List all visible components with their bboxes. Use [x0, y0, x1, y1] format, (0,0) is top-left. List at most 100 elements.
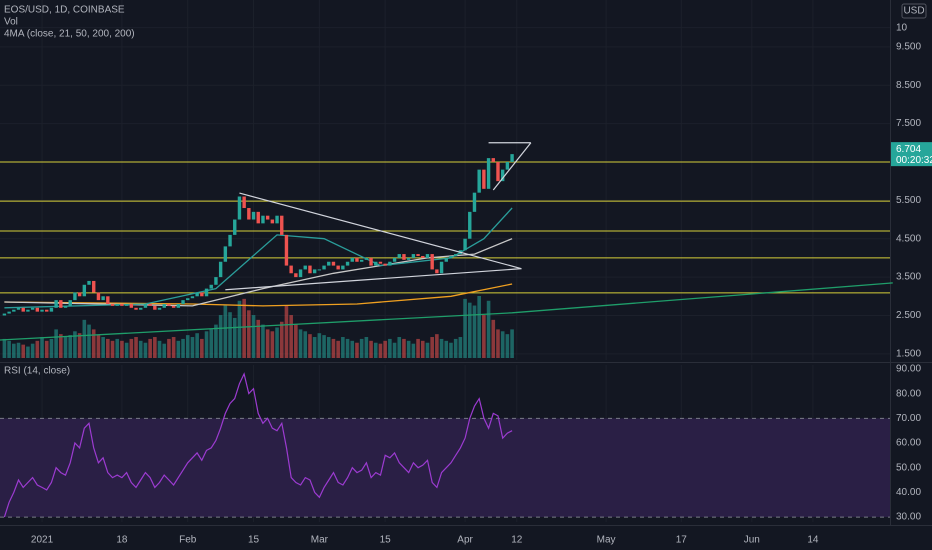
candle-body — [256, 211, 260, 224]
volume-bar — [195, 333, 199, 358]
rsi-tick-label: 80.00 — [896, 388, 921, 399]
candle-body — [482, 169, 486, 189]
back-layer — [0, 161, 893, 518]
x-tick-label: Apr — [457, 535, 473, 546]
volume-bar — [355, 342, 359, 358]
price-tag-value: 6.704 — [896, 144, 921, 155]
candle-body — [16, 307, 21, 310]
candle-body — [463, 238, 467, 251]
candle-body — [500, 169, 505, 182]
candle-body — [251, 211, 256, 220]
candle-body — [303, 265, 307, 270]
volume-bar — [176, 340, 181, 358]
volume-bar — [167, 338, 171, 358]
y-tick-label: 5.500 — [896, 195, 921, 206]
candle-body — [7, 311, 11, 314]
volume-bar — [364, 337, 369, 358]
volume-bar — [200, 338, 204, 358]
x-tick-label: May — [597, 535, 616, 546]
volume-bar — [214, 324, 218, 358]
candle-body — [477, 169, 481, 193]
candle-body — [87, 280, 91, 285]
candle-body — [82, 284, 87, 297]
volume-bar — [369, 340, 373, 358]
volume-bar — [115, 338, 120, 358]
candle-body — [218, 261, 223, 278]
candle-body — [341, 265, 345, 270]
volume-bar — [26, 346, 30, 358]
candle-body — [171, 305, 176, 308]
volume-bar — [331, 338, 336, 358]
volume-bar — [251, 315, 256, 358]
volume-bar — [106, 338, 110, 358]
y-tick-label: 1.500 — [896, 348, 921, 359]
volume-bar — [411, 343, 416, 358]
candle-body — [439, 261, 444, 274]
candle-body — [12, 309, 16, 312]
candle-body — [162, 303, 166, 308]
volume-bar — [209, 329, 214, 358]
x-tick-label: Jun — [744, 535, 760, 546]
candle-body — [96, 292, 101, 301]
candle-body — [435, 269, 439, 274]
volume-bar — [148, 338, 152, 358]
currency-label: USD — [903, 6, 924, 17]
volume-bar — [129, 338, 134, 358]
volume-bar — [63, 337, 68, 358]
y-tick-label: 4.500 — [896, 233, 921, 244]
candle-body — [491, 158, 495, 162]
volume-bar — [341, 337, 345, 358]
rsi-band — [0, 418, 890, 518]
currency-badge[interactable] — [901, 3, 927, 19]
candle-body — [472, 192, 477, 212]
candle-body — [49, 307, 54, 312]
volume-bar — [59, 334, 63, 358]
candle-body — [359, 259, 364, 262]
volume-bar — [425, 342, 430, 358]
volume-bar — [134, 337, 138, 358]
x-tick-label: 15 — [380, 535, 392, 546]
candle-body — [124, 303, 129, 306]
x-tick-label: 12 — [511, 535, 523, 546]
volume-bar — [477, 296, 481, 358]
volume-bar — [449, 342, 453, 358]
trendline — [492, 142, 532, 191]
volume-bar — [49, 338, 54, 358]
candle-body — [397, 254, 401, 258]
volume-bar — [303, 331, 308, 358]
volume-bar — [204, 331, 209, 358]
candle-body — [510, 154, 514, 162]
candle-body — [143, 303, 148, 308]
volume-bar — [322, 335, 326, 358]
volume-bar — [261, 324, 265, 358]
volume-bar — [153, 337, 157, 358]
volume-bar — [298, 329, 303, 358]
volume-bar — [284, 305, 289, 358]
volume-bar — [120, 340, 124, 358]
volume-bar — [453, 338, 458, 358]
x-tick-label: 17 — [676, 535, 688, 546]
x-tick-label: 14 — [807, 535, 819, 546]
volume-bar — [247, 310, 251, 358]
candle-body — [355, 257, 359, 262]
volume-bar — [242, 298, 246, 358]
volume-bar — [505, 334, 510, 358]
volume-bar — [439, 338, 444, 358]
volume-bar — [237, 300, 242, 358]
volume-bar — [467, 302, 472, 358]
candle-body — [496, 161, 500, 182]
rsi-tick-label: 40.00 — [896, 487, 921, 498]
candle-body — [294, 273, 298, 278]
candle-body — [120, 303, 124, 306]
candle-body — [350, 257, 354, 262]
volume-bar — [416, 338, 420, 358]
volume-bar — [138, 340, 143, 358]
volume-bar — [2, 338, 7, 358]
front-layer: 2021 18 Feb 15 Mar 15 Apr 12 May 17 Jun 14 1.500 2.50… — [2, 22, 932, 546]
y-tick-label: 7.500 — [896, 118, 921, 129]
volume-bar — [275, 327, 279, 358]
candle-body — [284, 234, 289, 266]
volume-bar — [463, 298, 467, 358]
moving-average — [4, 238, 513, 307]
